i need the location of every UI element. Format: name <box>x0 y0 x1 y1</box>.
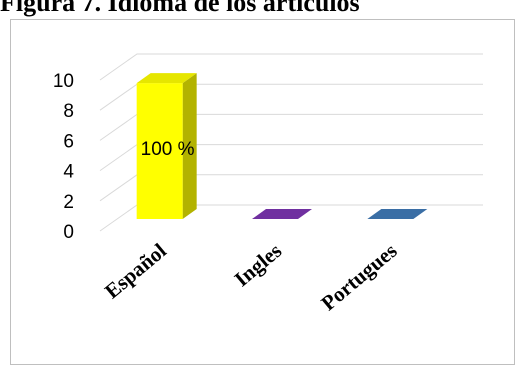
bar-top <box>367 209 428 219</box>
figure-title: Figura 7. Idioma de los artículos <box>0 0 360 17</box>
bar-top <box>252 209 312 219</box>
chart-area <box>10 19 515 365</box>
bar-front <box>136 83 183 219</box>
category-label: Portugues <box>316 238 401 315</box>
category-label: Español <box>100 238 171 303</box>
y-tick-label: 4 <box>63 162 74 183</box>
gridline <box>99 53 483 81</box>
y-tick-label: 8 <box>63 101 74 122</box>
y-tick-label: 10 <box>53 71 74 92</box>
bar-ingles <box>252 209 312 219</box>
y-tick-label: 2 <box>63 192 74 213</box>
bars <box>136 73 428 219</box>
y-axis-ticks: 0 2 4 6 8 10 <box>53 71 75 243</box>
bar-top <box>136 73 197 84</box>
category-labels: Español Ingles Portugues <box>100 238 402 315</box>
y-tick-label: 0 <box>63 222 74 243</box>
bar-side <box>182 73 197 219</box>
data-label: 100 % <box>141 139 195 160</box>
bar-portugues <box>367 209 428 219</box>
bar-español <box>136 73 197 219</box>
category-label: Ingles <box>230 238 287 291</box>
y-tick-label: 6 <box>63 131 74 152</box>
data-labels: 100 % <box>141 139 195 160</box>
